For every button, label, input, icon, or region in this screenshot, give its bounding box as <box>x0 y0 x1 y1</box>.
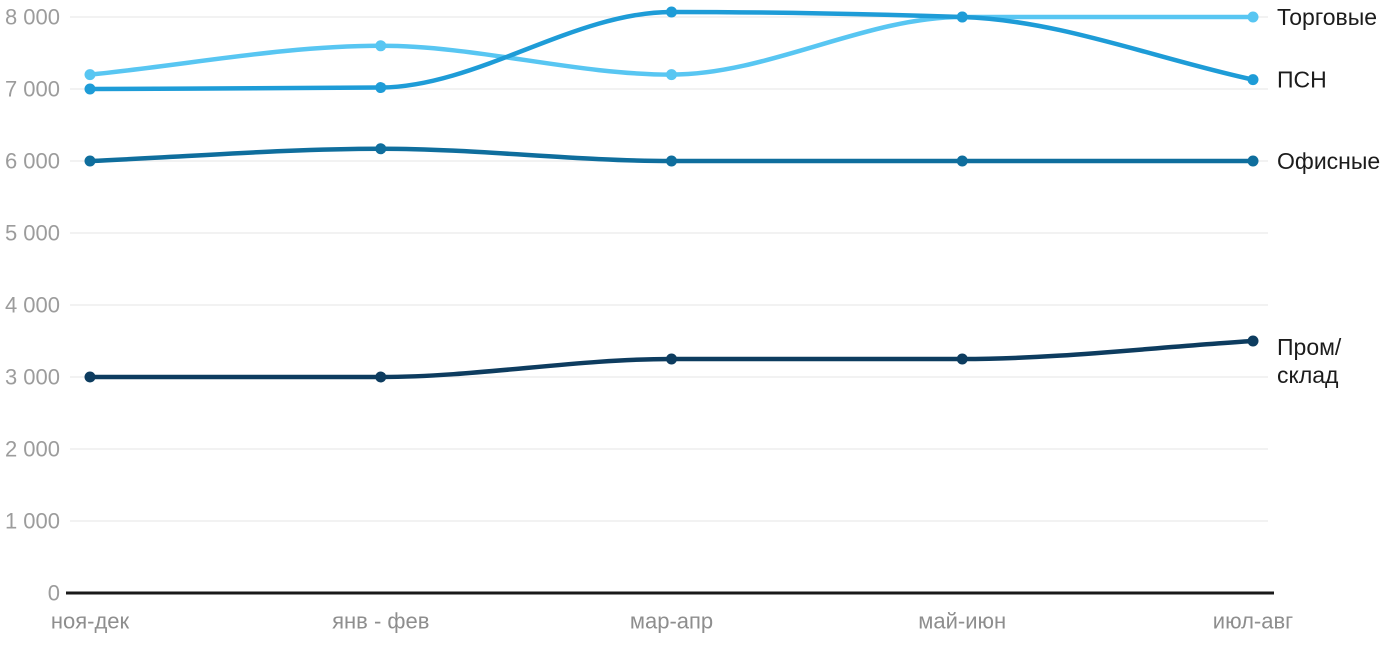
series-point-0 <box>1247 11 1259 23</box>
series-label-1: ПСН <box>1277 67 1327 93</box>
y-tick-label: 7 000 <box>5 77 60 102</box>
series-label-2: Офисные <box>1277 148 1380 174</box>
x-tick-label: май-июн <box>918 609 1006 634</box>
series-point-2 <box>1247 155 1259 167</box>
y-tick-label: 4 000 <box>5 293 60 318</box>
x-tick-label: янв - фев <box>332 609 429 634</box>
series-point-2 <box>666 155 677 167</box>
series-point-1 <box>666 6 677 18</box>
y-tick-label: 0 <box>48 581 60 606</box>
series-point-3 <box>666 353 677 365</box>
series-point-3 <box>1247 335 1259 347</box>
y-tick-label: 6 000 <box>5 149 60 174</box>
series-point-0 <box>84 69 96 81</box>
series-point-3 <box>956 353 968 365</box>
series-label-0: Торговые <box>1277 4 1377 30</box>
series-label-3: Пром/ <box>1277 334 1342 360</box>
series-point-2 <box>84 155 96 167</box>
series-point-0 <box>666 69 677 81</box>
y-tick-label: 3 000 <box>5 365 60 390</box>
series-point-1 <box>1247 74 1259 86</box>
y-tick-label: 5 000 <box>5 221 60 246</box>
series-point-1 <box>956 11 968 23</box>
y-tick-label: 1 000 <box>5 509 60 534</box>
x-tick-label: ноя-дек <box>51 609 130 634</box>
series-point-3 <box>375 371 387 383</box>
x-tick-label: июл-авг <box>1213 609 1293 634</box>
series-line-0 <box>87 14 1256 77</box>
series-point-3 <box>84 371 96 383</box>
y-tick-label: 8 000 <box>5 5 60 30</box>
series-point-2 <box>375 143 387 155</box>
series-point-1 <box>84 83 96 95</box>
series-point-1 <box>375 82 387 94</box>
series-label-3: склад <box>1277 362 1339 388</box>
x-tick-label: мар-апр <box>630 609 713 634</box>
y-tick-label: 2 000 <box>5 437 60 462</box>
series-point-2 <box>956 155 968 167</box>
series-point-0 <box>375 40 387 52</box>
